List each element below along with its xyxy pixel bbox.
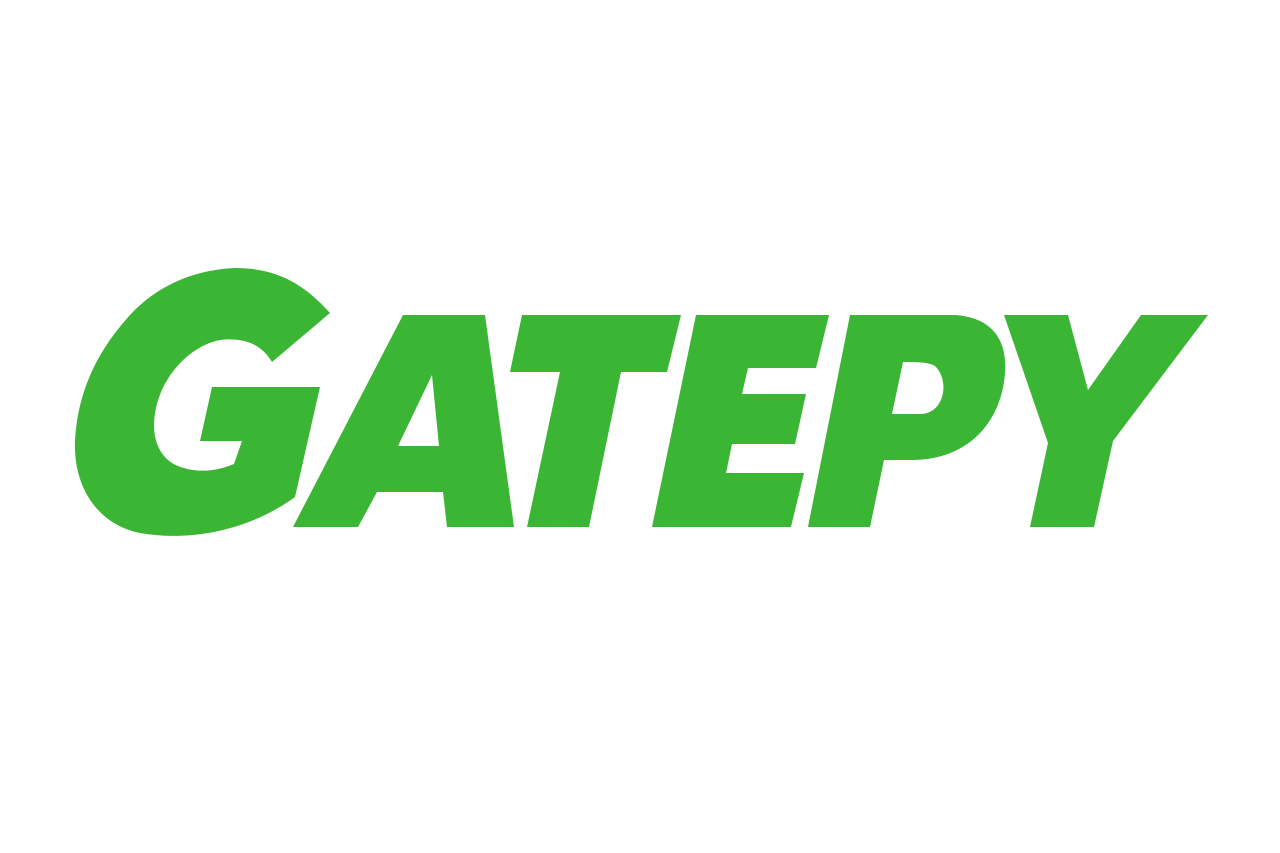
logo-letter-p: [808, 315, 1006, 527]
logo-letter-e: [652, 315, 829, 527]
logo-letter-y: [1004, 315, 1208, 527]
logo-letter-a: [293, 315, 514, 527]
logo-letter-t: [510, 315, 681, 527]
logo-letter-g: [74, 268, 330, 536]
